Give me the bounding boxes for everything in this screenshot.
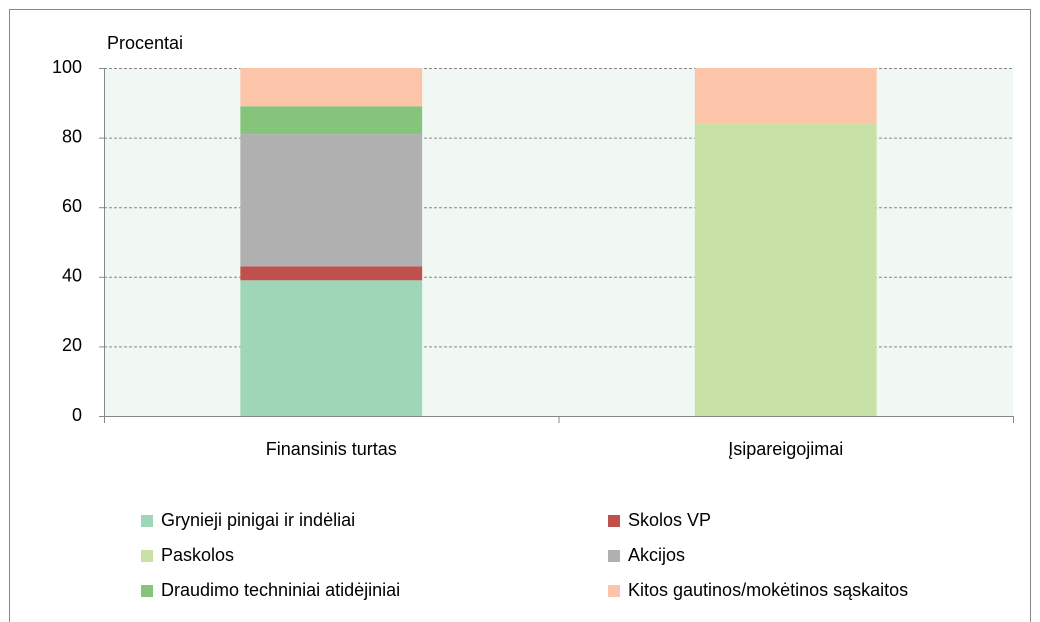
legend-swatch xyxy=(141,550,153,562)
legend-label: Kitos gautinos/mokėtinos sąskaitos xyxy=(628,580,908,600)
legend-swatch xyxy=(141,515,153,527)
x-tick-label: Įsipareigojimai xyxy=(728,439,843,459)
y-tick-label: 40 xyxy=(62,266,82,286)
legend-swatch xyxy=(608,585,620,597)
bar-segment xyxy=(240,134,423,267)
legend-label: Paskolos xyxy=(161,545,234,565)
y-tick-label: 20 xyxy=(62,335,82,355)
legend-swatch xyxy=(141,585,153,597)
bar-segment xyxy=(694,68,877,124)
legend-label: Grynieji pinigai ir indėliai xyxy=(161,510,355,530)
y-tick-label: 80 xyxy=(62,126,82,146)
legend-label: Draudimo techniniai atidėjiniai xyxy=(161,580,400,600)
y-tick-label: 100 xyxy=(52,57,82,77)
bar-segment xyxy=(240,280,423,416)
legend-label: Skolos VP xyxy=(628,510,711,530)
y-tick-label: 60 xyxy=(62,196,82,216)
y-tick-label: 0 xyxy=(72,405,82,425)
legend-label: Akcijos xyxy=(628,545,685,565)
legend-swatch xyxy=(608,515,620,527)
x-tick-label: Finansinis turtas xyxy=(266,439,397,459)
bar-segment xyxy=(694,123,877,417)
y-axis-title: Procentai xyxy=(107,33,183,53)
bar-segment xyxy=(240,266,423,281)
bar-segment xyxy=(240,68,423,107)
legend-swatch xyxy=(608,550,620,562)
bar-segment xyxy=(240,106,423,135)
